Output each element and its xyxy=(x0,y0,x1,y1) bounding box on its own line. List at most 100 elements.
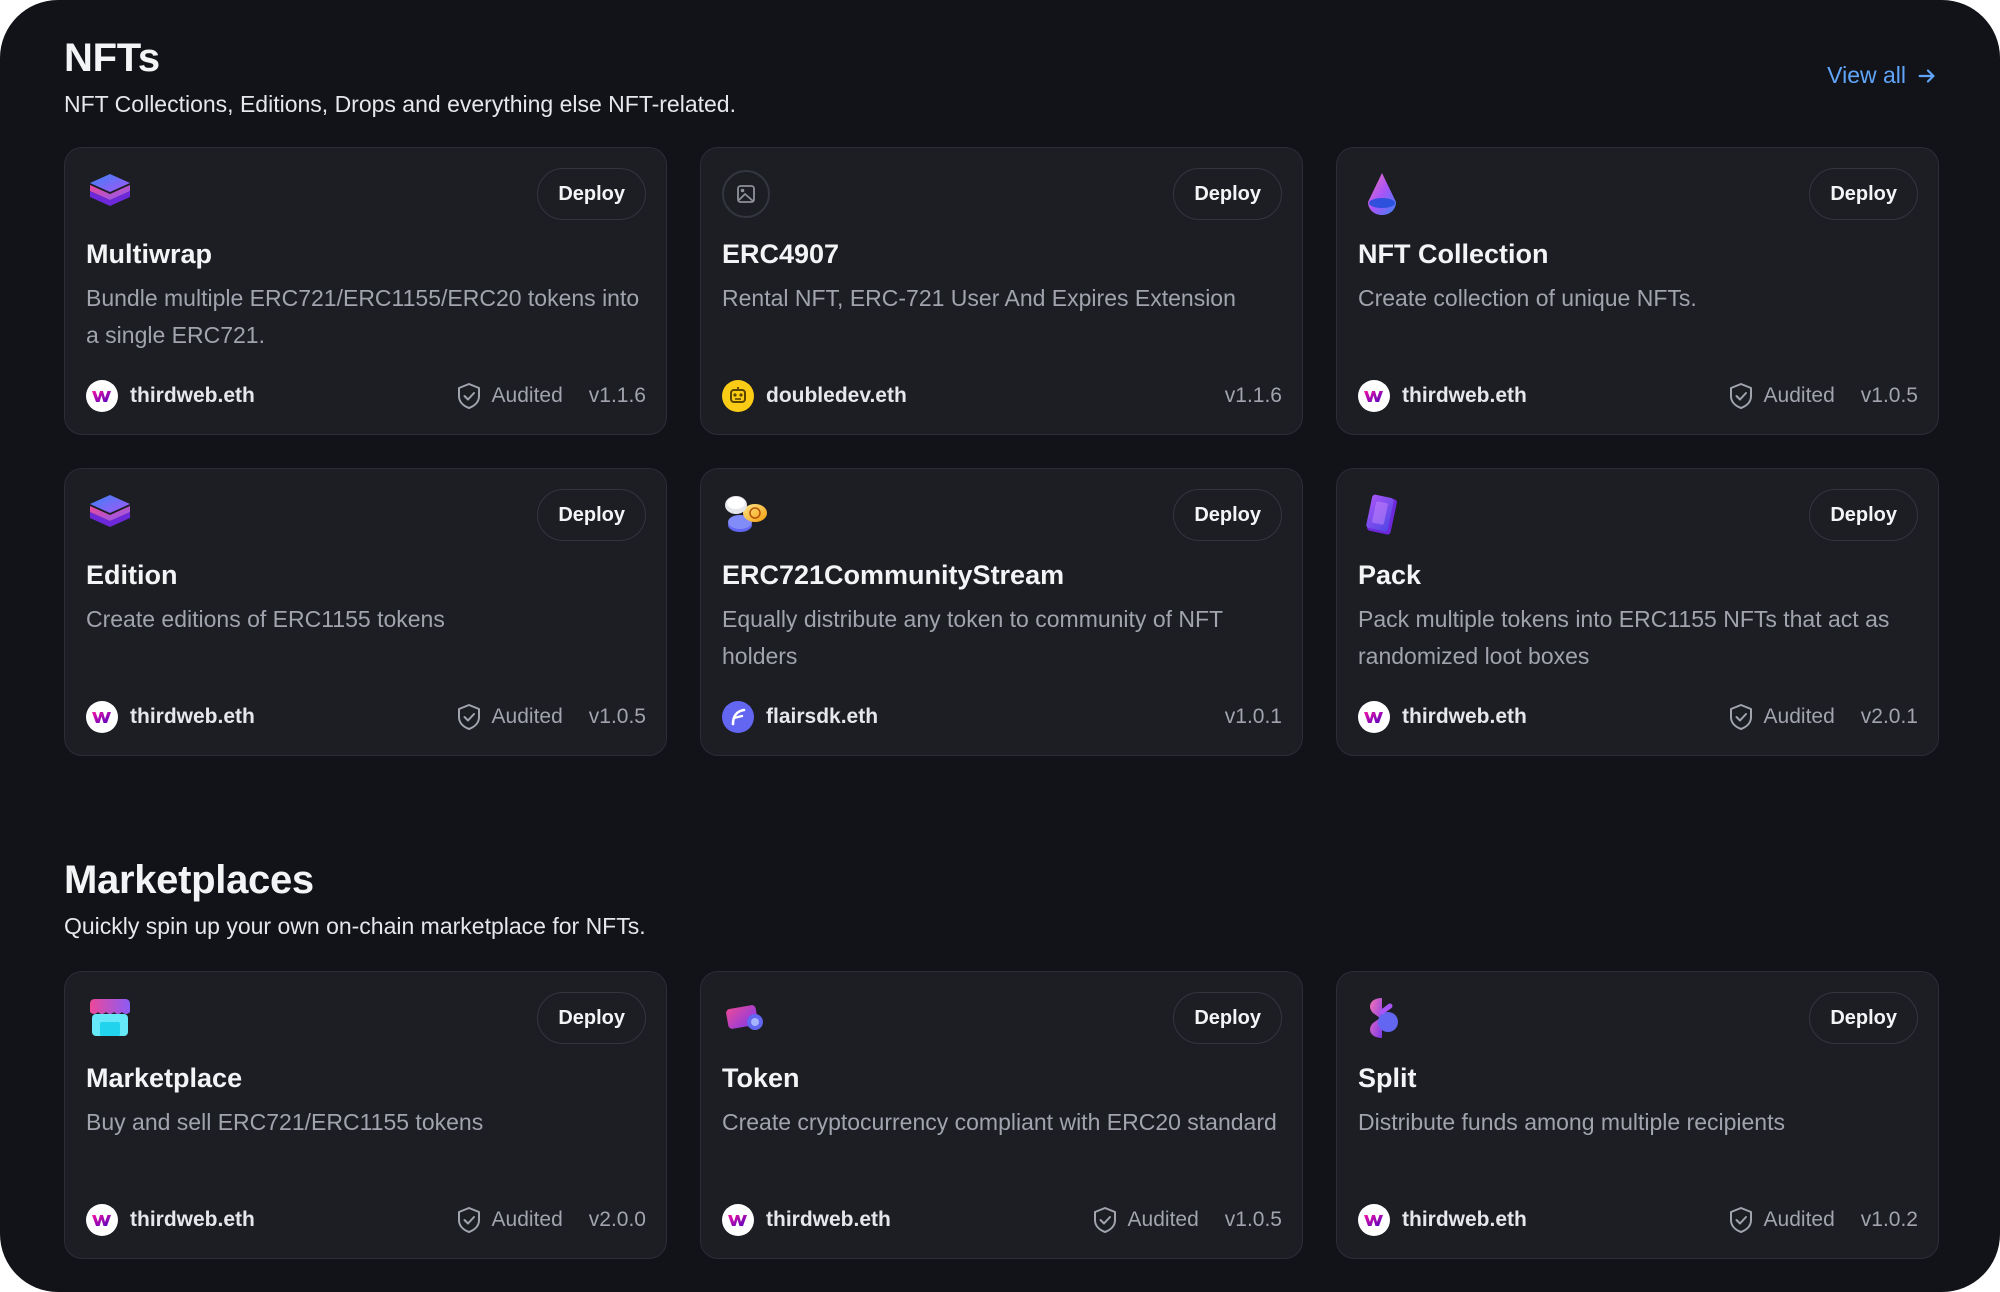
card-footer: thirdweb.eth Audited v1.0.2 xyxy=(1358,1204,1918,1236)
author-link[interactable]: doubledev.eth xyxy=(722,380,907,412)
thirdweb-avatar-icon xyxy=(86,701,118,733)
contract-card[interactable]: Deploy Multiwrap Bundle multiple ERC721/… xyxy=(64,147,667,435)
coins-icon xyxy=(722,491,770,539)
card-title: Multiwrap xyxy=(86,239,212,269)
deploy-button[interactable]: Deploy xyxy=(537,489,646,541)
thirdweb-avatar-icon xyxy=(1358,380,1390,412)
nfts-card-grid: Deploy Multiwrap Bundle multiple ERC721/… xyxy=(64,147,1939,756)
deploy-button[interactable]: Deploy xyxy=(1809,489,1918,541)
deploy-button[interactable]: Deploy xyxy=(537,168,646,220)
author-name: thirdweb.eth xyxy=(1402,1208,1527,1231)
audited-badge: Audited xyxy=(456,382,563,410)
author-name: thirdweb.eth xyxy=(130,705,255,728)
version-label: v2.0.0 xyxy=(588,1208,646,1231)
audited-label: Audited xyxy=(491,384,563,407)
shield-check-icon xyxy=(457,704,480,730)
image-icon xyxy=(722,170,770,218)
version-label: v1.1.6 xyxy=(1224,384,1282,407)
card-footer: thirdweb.eth Audited v1.0.5 xyxy=(86,701,646,733)
section-title: Marketplaces xyxy=(64,858,314,902)
card-footer: thirdweb.eth Audited v1.0.5 xyxy=(1358,380,1918,412)
thirdweb-avatar-icon xyxy=(722,1204,754,1236)
card-footer: doubledev.eth v1.1.6 xyxy=(722,380,1282,412)
audited-badge: Audited xyxy=(456,703,563,731)
thirdweb-avatar-icon xyxy=(86,380,118,412)
author-link[interactable]: thirdweb.eth xyxy=(1358,1204,1527,1236)
author-name: thirdweb.eth xyxy=(130,1208,255,1231)
audited-badge: Audited xyxy=(1728,382,1835,410)
shield-check-icon xyxy=(1093,1207,1116,1233)
thirdweb-avatar-icon xyxy=(1358,1204,1390,1236)
version-label: v1.0.5 xyxy=(1224,1208,1282,1231)
deploy-button[interactable]: Deploy xyxy=(1173,992,1282,1044)
contract-card[interactable]: Deploy Edition Create editions of ERC115… xyxy=(64,468,667,756)
author-name: thirdweb.eth xyxy=(766,1208,891,1231)
card-title: ERC4907 xyxy=(722,239,840,269)
audited-label: Audited xyxy=(1127,1208,1199,1231)
card-footer: thirdweb.eth Audited v1.0.5 xyxy=(722,1204,1282,1236)
author-link[interactable]: flairsdk.eth xyxy=(722,701,878,733)
pack-icon xyxy=(1358,491,1406,539)
audited-label: Audited xyxy=(491,705,563,728)
contract-card[interactable]: Deploy Token Create cryptocurrency compl… xyxy=(700,971,1303,1259)
shield-check-icon xyxy=(1729,704,1752,730)
deploy-button[interactable]: Deploy xyxy=(1809,992,1918,1044)
thirdweb-avatar-icon xyxy=(1358,701,1390,733)
card-title: Edition xyxy=(86,560,178,590)
card-description: Rental NFT, ERC-721 User And Expires Ext… xyxy=(722,285,1236,311)
card-description: Buy and sell ERC721/ERC1155 tokens xyxy=(86,1109,484,1135)
contract-card[interactable]: Deploy ERC721CommunityStream Equally dis… xyxy=(700,468,1303,756)
shield-check-icon xyxy=(1729,1207,1752,1233)
split-icon xyxy=(1358,994,1406,1042)
author-link[interactable]: thirdweb.eth xyxy=(1358,701,1527,733)
version-label: v1.0.2 xyxy=(1860,1208,1918,1231)
card-title: Token xyxy=(722,1063,800,1093)
author-name: thirdweb.eth xyxy=(130,384,255,407)
card-footer: thirdweb.eth Audited v2.0.1 xyxy=(1358,701,1918,733)
contract-card[interactable]: Deploy Marketplace Buy and sell ERC721/E… xyxy=(64,971,667,1259)
deploy-button[interactable]: Deploy xyxy=(1173,489,1282,541)
version-label: v1.0.5 xyxy=(1860,384,1918,407)
layers-icon xyxy=(86,491,134,539)
card-description: Create cryptocurrency compliant with ERC… xyxy=(722,1109,1277,1135)
author-name: doubledev.eth xyxy=(766,384,907,407)
marketplaces-card-grid: Deploy Marketplace Buy and sell ERC721/E… xyxy=(64,971,1939,1259)
version-label: v1.0.1 xyxy=(1224,705,1282,728)
robot-avatar-icon xyxy=(722,380,754,412)
shield-check-icon xyxy=(457,1207,480,1233)
author-link[interactable]: thirdweb.eth xyxy=(1358,380,1527,412)
contract-card[interactable]: Deploy NFT Collection Create collection … xyxy=(1336,147,1939,435)
card-description: Pack multiple tokens into ERC1155 NFTs t… xyxy=(1358,606,1890,669)
card-footer: thirdweb.eth Audited v2.0.0 xyxy=(86,1204,646,1236)
author-link[interactable]: thirdweb.eth xyxy=(86,1204,255,1236)
audited-label: Audited xyxy=(491,1208,563,1231)
author-link[interactable]: thirdweb.eth xyxy=(86,380,255,412)
audited-label: Audited xyxy=(1763,1208,1835,1231)
deploy-button[interactable]: Deploy xyxy=(1173,168,1282,220)
card-description: Bundle multiple ERC721/ERC1155/ERC20 tok… xyxy=(86,285,640,348)
view-all-link[interactable]: View all xyxy=(1827,62,1938,89)
flair-avatar-icon xyxy=(722,701,754,733)
audited-badge: Audited xyxy=(1728,1206,1835,1234)
deploy-button[interactable]: Deploy xyxy=(1809,168,1918,220)
layers-icon xyxy=(86,170,134,218)
contract-card[interactable]: Deploy Pack Pack multiple tokens into ER… xyxy=(1336,468,1939,756)
deploy-button[interactable]: Deploy xyxy=(537,992,646,1044)
author-link[interactable]: thirdweb.eth xyxy=(86,701,255,733)
marketplaces-section: Marketplaces Quickly spin up your own on… xyxy=(64,854,1939,1259)
card-title: NFT Collection xyxy=(1358,239,1549,269)
section-subtitle: Quickly spin up your own on-chain market… xyxy=(64,913,646,939)
drop-icon xyxy=(1358,170,1406,218)
audited-badge: Audited xyxy=(1092,1206,1199,1234)
card-title: Marketplace xyxy=(86,1063,243,1093)
card-description: Create editions of ERC1155 tokens xyxy=(86,606,445,632)
card-title: ERC721CommunityStream xyxy=(722,560,1065,590)
contract-card[interactable]: Deploy Split Distribute funds among mult… xyxy=(1336,971,1939,1259)
card-description: Create collection of unique NFTs. xyxy=(1358,285,1697,311)
contract-card[interactable]: Deploy ERC4907 Rental NFT, ERC-721 User … xyxy=(700,147,1303,435)
section-subtitle: NFT Collections, Editions, Drops and eve… xyxy=(64,91,736,117)
audited-label: Audited xyxy=(1763,705,1835,728)
author-link[interactable]: thirdweb.eth xyxy=(722,1204,891,1236)
thirdweb-avatar-icon xyxy=(86,1204,118,1236)
